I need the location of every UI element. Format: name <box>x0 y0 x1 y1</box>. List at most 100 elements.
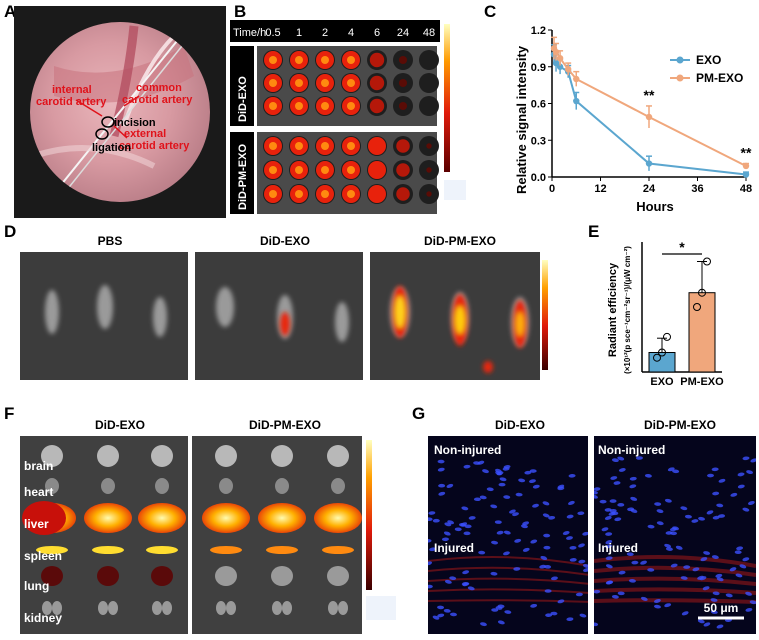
well-hotspot <box>347 190 355 198</box>
nucleus <box>428 517 433 521</box>
nucleus <box>582 564 588 568</box>
well-signal <box>396 163 410 177</box>
organ-heart <box>45 478 59 494</box>
nucleus <box>461 581 469 586</box>
well-hotspot <box>295 56 303 64</box>
chart-e-ylabel-1: Radiant efficiency <box>607 262 619 357</box>
panel-a-letter: A <box>4 2 17 21</box>
nucleus <box>499 477 507 482</box>
organ-kidney <box>338 601 348 615</box>
data-point <box>663 332 671 341</box>
nucleus <box>490 571 498 576</box>
panel-g-letter: G <box>412 404 426 423</box>
nucleus <box>725 593 733 598</box>
well-signal <box>396 139 410 153</box>
nucleus <box>748 500 755 506</box>
nucleus <box>569 558 577 562</box>
nucleus <box>703 551 711 555</box>
panel-a-surgery-photo: internal carotid artery common carotid a… <box>14 6 226 218</box>
nucleus <box>491 608 499 612</box>
nucleus <box>697 575 704 580</box>
well-hotspot <box>321 166 329 174</box>
g-right-top-label: Non-injured <box>598 443 665 457</box>
well-signal <box>368 161 386 179</box>
nucleus <box>654 502 662 506</box>
g-right-bottom-label: Injured <box>598 541 638 555</box>
nucleus <box>449 612 457 617</box>
well-hotspot <box>269 142 277 150</box>
organ-label: spleen <box>24 549 62 563</box>
label-external: external <box>124 128 166 140</box>
data-point <box>653 353 661 362</box>
nucleus <box>532 484 540 489</box>
well-hotspot <box>269 56 277 64</box>
organ-lung <box>41 566 63 586</box>
nucleus <box>539 564 547 569</box>
y-tick-label: 0.3 <box>531 135 546 147</box>
organ-kidney <box>108 601 118 615</box>
nucleus <box>610 476 618 480</box>
organ-kidney <box>98 601 108 615</box>
nucleus <box>542 501 550 506</box>
nucleus <box>700 557 708 562</box>
organ-heart <box>155 478 169 494</box>
bar <box>688 292 716 373</box>
organ-label: brain <box>24 459 53 473</box>
nucleus <box>575 592 583 597</box>
nucleus <box>428 584 433 589</box>
organ-kidney <box>152 601 162 615</box>
panel-d-title-did-exo: DiD-EXO <box>259 234 310 248</box>
organ-brain <box>151 445 173 467</box>
label-incision: incision <box>114 117 156 129</box>
organ-spleen <box>322 546 354 554</box>
panel-g-fluorescence-images: Non-injured Non-injured Injured Injured … <box>428 436 756 634</box>
nucleus <box>706 473 714 478</box>
nucleus <box>482 469 489 474</box>
organ-liver <box>314 503 362 533</box>
data-point <box>573 97 580 105</box>
nucleus <box>530 539 538 544</box>
nucleus <box>503 551 510 556</box>
nucleus <box>513 567 521 571</box>
nucleus <box>566 617 574 621</box>
data-point <box>698 288 706 297</box>
data-point <box>552 59 560 67</box>
nucleus <box>691 519 699 523</box>
nucleus <box>579 613 587 618</box>
nucleus <box>594 487 601 491</box>
time-tick: 0.5 <box>265 27 280 39</box>
elastic-lamina <box>594 576 756 586</box>
nucleus <box>494 520 502 524</box>
organ-label: heart <box>24 485 53 499</box>
nucleus <box>566 514 574 519</box>
nucleus <box>729 567 737 572</box>
nucleus <box>446 483 454 489</box>
nucleus <box>468 516 476 520</box>
nucleus <box>630 508 638 513</box>
organ-spleen <box>210 546 242 554</box>
organ-brain <box>215 445 237 467</box>
nucleus <box>437 605 445 610</box>
well-hotspot <box>269 166 277 174</box>
well-signal <box>369 75 385 91</box>
nucleus <box>497 620 505 625</box>
well-hotspot <box>295 142 303 150</box>
nucleus <box>617 591 625 596</box>
data-point <box>556 54 564 62</box>
nucleus <box>515 492 523 497</box>
nucleus <box>684 514 692 519</box>
nucleus <box>746 470 754 475</box>
nucleus <box>428 539 432 543</box>
nucleus <box>745 608 753 612</box>
nucleus <box>647 568 655 572</box>
panel-b-ivis-images: Time/h 0.5 1 2 4 6 24 48 DiD-EXO DiD-PM-EXO <box>230 20 466 214</box>
nucleus <box>568 474 576 478</box>
nucleus <box>544 589 552 593</box>
nucleus <box>629 476 637 481</box>
well-signal <box>426 191 432 197</box>
panel-g-title-did-exo: DiD-EXO <box>494 418 545 432</box>
nucleus <box>503 495 511 499</box>
x-tick-label: 36 <box>691 183 703 195</box>
nucleus <box>670 563 678 568</box>
nucleus <box>437 613 445 618</box>
